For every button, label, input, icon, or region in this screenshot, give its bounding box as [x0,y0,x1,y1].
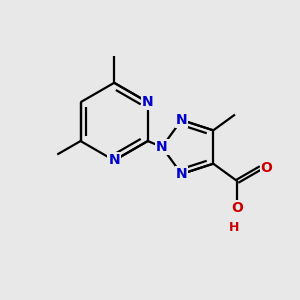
Text: N: N [142,95,154,109]
Text: N: N [156,140,168,154]
Text: N: N [108,154,120,167]
Text: O: O [261,161,273,175]
Text: N: N [176,167,188,181]
Text: N: N [176,113,188,127]
Text: H: H [229,221,240,234]
Text: O: O [232,201,243,215]
